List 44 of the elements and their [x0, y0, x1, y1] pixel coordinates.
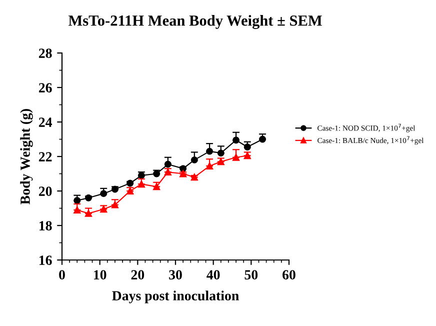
point	[232, 136, 240, 144]
y-tick-label: 26	[38, 83, 52, 92]
point	[126, 180, 134, 187]
point	[164, 160, 172, 168]
chart-title: MsTo-211H Mean Body Weight ± SEM	[68, 15, 322, 29]
point	[244, 152, 251, 160]
point	[153, 183, 160, 190]
x-tick-label: 50	[244, 270, 258, 280]
point	[100, 206, 108, 213]
point	[138, 180, 145, 188]
point	[85, 194, 92, 202]
point	[206, 148, 214, 155]
point	[180, 170, 187, 178]
x-tick-label: 60	[282, 270, 296, 280]
y-tick-label: 24	[38, 118, 52, 127]
y-tick-label: 16	[40, 256, 52, 265]
point	[232, 154, 240, 161]
point	[111, 186, 118, 193]
point	[206, 162, 214, 170]
point	[126, 188, 134, 194]
y-axis-title: Body Weight (g)	[20, 109, 33, 204]
point	[85, 210, 92, 217]
point	[153, 170, 160, 178]
point	[164, 168, 172, 176]
y-tick-label: 22	[38, 152, 52, 162]
point	[217, 158, 224, 166]
x-tick-label: 0	[59, 270, 65, 280]
x-tick-label: 30	[169, 270, 182, 280]
point	[180, 165, 187, 172]
y-tick-label: 20	[38, 186, 52, 196]
point	[138, 172, 145, 179]
x-tick-label: 10	[94, 270, 106, 280]
point	[190, 156, 198, 164]
point	[111, 201, 118, 208]
point	[244, 144, 251, 150]
y-tick-label: 28	[38, 48, 52, 58]
point	[190, 174, 198, 181]
point	[100, 190, 108, 198]
point	[217, 150, 224, 157]
x-tick-label: 40	[206, 270, 220, 280]
x-tick-label: 20	[131, 270, 144, 280]
point	[74, 206, 81, 214]
y-tick-label: 18	[40, 221, 52, 230]
x-axis-title: Days post inoculation	[112, 290, 239, 304]
